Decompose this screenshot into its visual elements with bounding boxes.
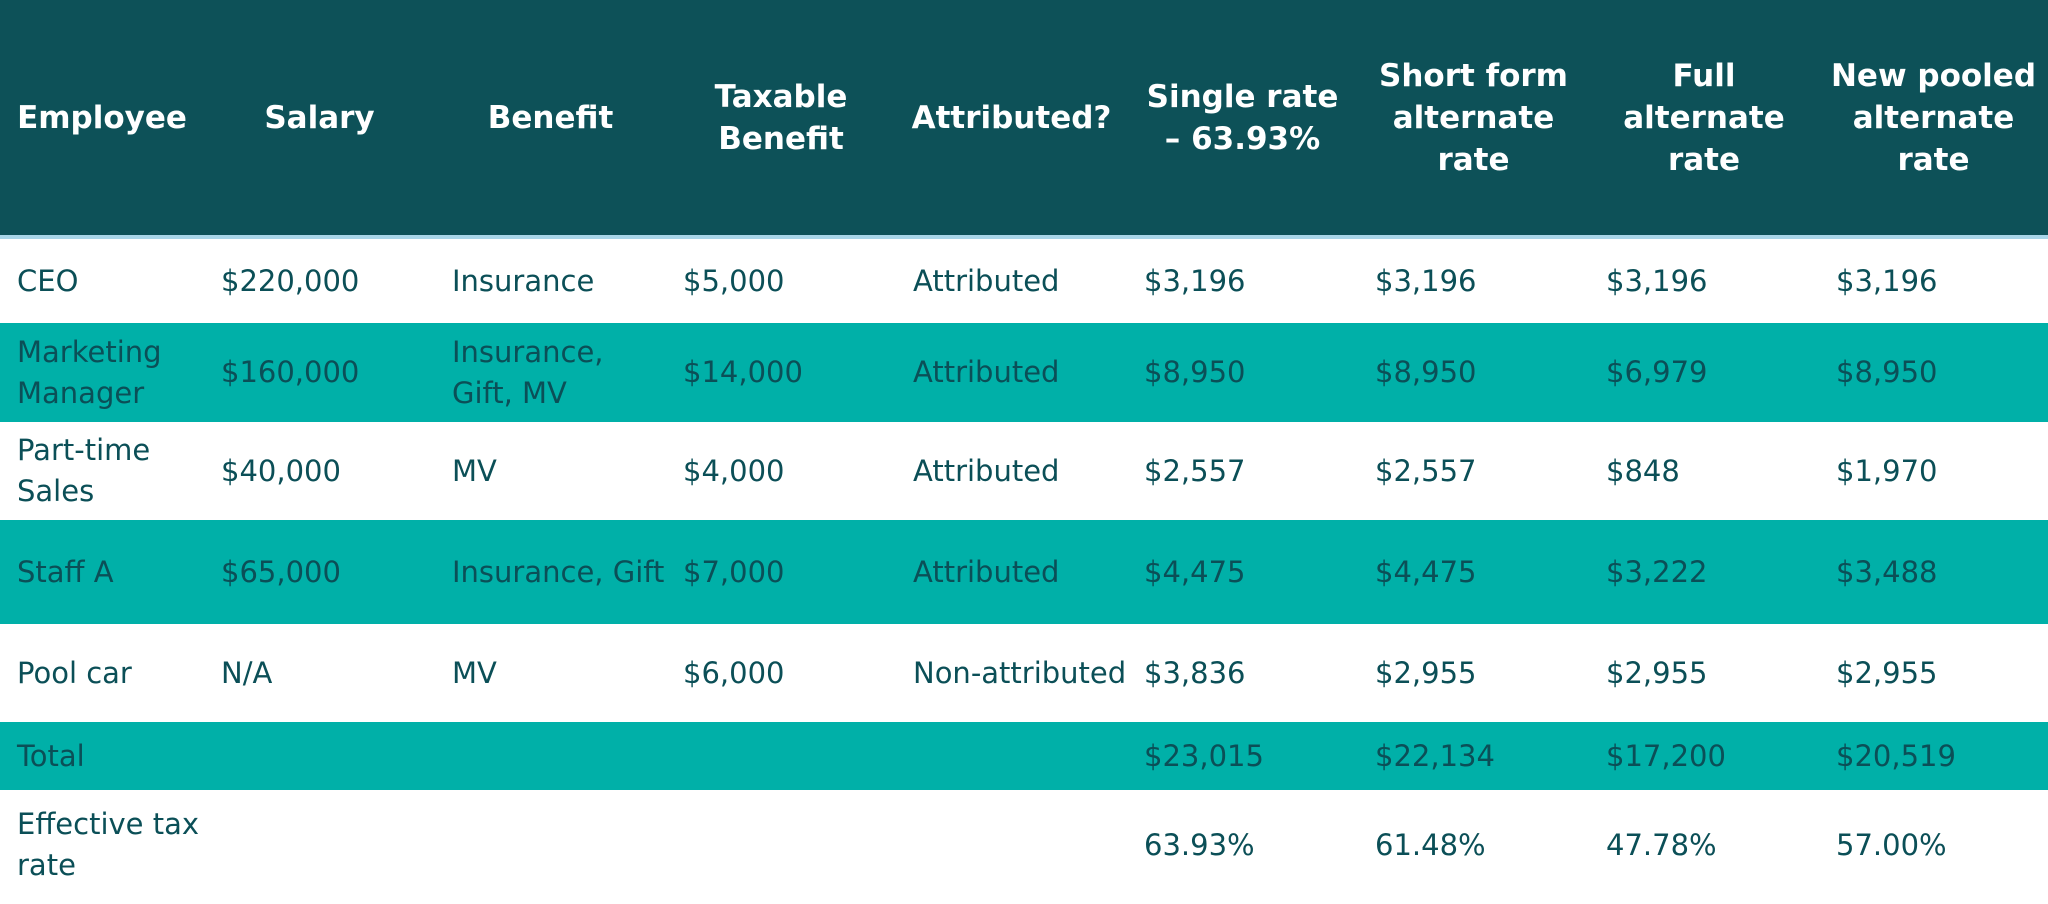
table-cell: Total <box>17 738 85 773</box>
table-cell: 61.48% <box>1375 827 1486 862</box>
table-row: Pool car N/A MV $6,000 Non-attributed $3… <box>0 624 2048 722</box>
header-short-form-alternate-rate: Short form alternate rate <box>1358 0 1589 239</box>
table-cell: Pool car <box>17 655 132 690</box>
table-cell: Attributed <box>913 453 1060 488</box>
table-cell: $5,000 <box>683 263 785 298</box>
table-cell: $160,000 <box>221 355 360 389</box>
table-row: CEO $220,000 Insurance $5,000 Attributed… <box>0 237 2048 323</box>
table-cell: $4,475 <box>1144 554 1246 589</box>
table-cell: Effective tax rate <box>17 807 200 882</box>
table-cell: $4,000 <box>683 453 785 488</box>
table-cell: $23,015 <box>1144 738 1264 773</box>
table-cell: $3,196 <box>1836 263 1938 298</box>
table-cell: Attributed <box>913 554 1060 589</box>
table-cell: $3,488 <box>1836 554 1938 589</box>
table-cell <box>666 790 896 900</box>
table-cell <box>666 722 896 790</box>
table-cell: $17,200 <box>1606 738 1726 773</box>
table-cell: 63.93% <box>1144 827 1255 862</box>
table-cell: $2,955 <box>1375 655 1477 690</box>
table-cell: $8,950 <box>1375 355 1477 389</box>
table-cell <box>435 722 666 790</box>
table-cell: $8,950 <box>1836 355 1938 389</box>
table-cell: $3,196 <box>1606 263 1708 298</box>
table-cell: MV <box>452 453 497 488</box>
table-cell: Staff A <box>17 554 114 589</box>
table-cell <box>204 722 435 790</box>
table-cell: $65,000 <box>221 554 341 589</box>
table-cell: 47.78% <box>1606 827 1717 862</box>
table-cell: Insurance, Gift <box>452 554 665 589</box>
header-row: Employee Salary Benefit Taxable Benefit … <box>0 0 2048 239</box>
table-cell: $3,196 <box>1144 263 1246 298</box>
table-cell: Marketing Manager <box>17 334 162 410</box>
header-benefit: Benefit <box>435 0 666 239</box>
table-row: Part-time Sales $40,000 MV $4,000 Attrib… <box>0 422 2048 520</box>
table-row: Staff A $65,000 Insurance, Gift $7,000 A… <box>0 520 2048 624</box>
table-cell: $2,955 <box>1836 655 1938 690</box>
header-employee: Employee <box>0 0 204 239</box>
table-cell: 57.00% <box>1836 827 1947 862</box>
header-new-pooled-alternate-rate: New pooled alternate rate <box>1819 0 2048 239</box>
table-cell: $220,000 <box>221 263 360 298</box>
header-single-rate: Single rate – 63.93% <box>1127 0 1358 239</box>
table-cell: $2,557 <box>1375 453 1477 488</box>
table-cell: Part-time Sales <box>17 433 151 508</box>
table-cell: MV <box>452 655 497 690</box>
table-cell: $3,836 <box>1144 655 1246 690</box>
total-row: Total $23,015 $22,134 $17,200 $20,519 <box>0 722 2048 790</box>
table-cell <box>896 722 1127 790</box>
table-cell: Insurance, Gift, MV <box>452 334 604 410</box>
table-cell: $14,000 <box>683 355 803 389</box>
table-cell: Non-attributed <box>913 655 1127 690</box>
table-cell <box>204 790 435 900</box>
table-cell: $40,000 <box>221 453 341 488</box>
header-salary: Salary <box>204 0 435 239</box>
table-cell: Insurance <box>452 263 595 298</box>
effective-tax-rate-row: Effective tax rate 63.93% 61.48% 47.78% … <box>0 790 2048 900</box>
table-cell: $848 <box>1606 453 1680 488</box>
table-cell: $4,475 <box>1375 554 1477 589</box>
table-cell: $7,000 <box>683 554 785 589</box>
table-cell: $8,950 <box>1144 355 1246 389</box>
table-cell: $3,196 <box>1375 263 1477 298</box>
header-taxable-benefit: Taxable Benefit <box>666 0 896 239</box>
table-cell: Attributed <box>913 263 1060 298</box>
table-cell: $20,519 <box>1836 738 1956 773</box>
table-cell <box>896 790 1127 900</box>
table-cell: $6,000 <box>683 655 785 690</box>
table-cell: N/A <box>221 655 273 690</box>
table-cell: $1,970 <box>1836 453 1938 488</box>
table-cell: $22,134 <box>1375 738 1495 773</box>
table-cell: Attributed <box>913 355 1060 389</box>
table-cell: $2,557 <box>1144 453 1246 488</box>
header-full-alternate-rate: Full alternate rate <box>1589 0 1819 239</box>
table-cell: $2,955 <box>1606 655 1708 690</box>
table-row: Marketing Manager $160,000 Insurance, Gi… <box>0 323 2048 422</box>
table-cell: $6,979 <box>1606 355 1708 389</box>
header-attributed: Attributed? <box>896 0 1127 239</box>
table-cell <box>435 790 666 900</box>
table-cell: CEO <box>17 263 79 298</box>
table-cell: $3,222 <box>1606 554 1708 589</box>
